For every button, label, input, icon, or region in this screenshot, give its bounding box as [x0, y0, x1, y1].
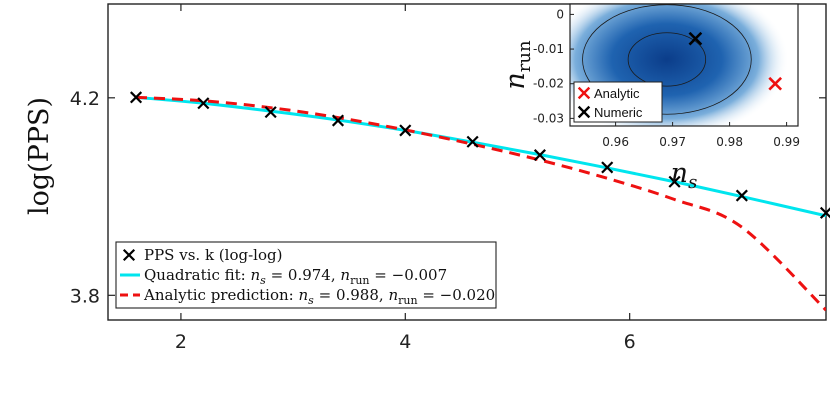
legend-math-sub-s: s — [308, 294, 314, 307]
legend-math-comma: , — [331, 266, 341, 284]
data-point-pps-stroke-b — [533, 149, 546, 162]
inset-legend-marker-analytic — [577, 86, 591, 100]
inset-legend-entry-analytic: Analytic — [594, 86, 640, 101]
main-x-tick-label: 4 — [399, 331, 411, 353]
data-point-pps — [533, 149, 546, 162]
inset-point-analytic — [768, 76, 783, 91]
data-point-pps — [466, 135, 479, 148]
legend-math-sub-run: run — [398, 294, 417, 307]
data-point-pps-stroke-b — [331, 114, 345, 127]
inset-x-tick-label: 0.97 — [659, 135, 686, 149]
data-point-pps-stroke-b — [735, 189, 748, 202]
data-point-pps-stroke-b — [264, 106, 277, 119]
data-point-pps — [264, 106, 277, 119]
inset-y-tick-label: -0.02 — [533, 77, 564, 91]
inset-legend-entry-numeric: Numeric — [594, 105, 643, 120]
legend-ns-value: 0.974 — [288, 266, 331, 284]
inset-y-axis-label-base: n — [500, 72, 531, 89]
data-point-pps — [331, 114, 345, 127]
inset-contour-inner — [627, 32, 707, 87]
main-y-axis-label: log(PPS) — [24, 97, 55, 215]
legend-marker-pps-stroke-b — [122, 248, 136, 262]
inset-x-tick-label: 0.98 — [716, 135, 743, 149]
main-legend-box — [115, 241, 497, 309]
legend-math-eq: = — [314, 286, 336, 304]
inset-x-axis-label-sub: s — [688, 172, 697, 193]
inset-x-axis-label: ns — [671, 158, 698, 193]
legend-entry-prefix: Analytic prediction: — [143, 286, 299, 304]
main-x-tick-label: 2 — [175, 331, 187, 353]
inset-legend-marker-numeric-stroke-b — [577, 105, 591, 119]
inset-point-numeric-stroke-b — [688, 31, 703, 46]
legend-entry-prefix: Quadratic fit: — [144, 266, 250, 284]
legend-math-eq2: = — [370, 266, 392, 284]
legend-entry-pps: PPS vs. k (log-log) — [144, 246, 282, 264]
inset-legend-marker-analytic-stroke-b — [577, 86, 591, 100]
legend-math-sub-run: run — [350, 274, 369, 287]
legend-marker-pps — [122, 248, 136, 262]
data-point-pps — [819, 206, 830, 219]
data-point-pps — [601, 161, 614, 174]
data-point-pps — [399, 124, 412, 137]
inset-y-tick-label: 0 — [556, 7, 564, 21]
legend-entry-quadratic-fit: Quadratic fit: ns = 0.974, nrun = −0.007 — [144, 266, 447, 287]
data-point-pps — [735, 189, 748, 202]
inset-x-axis-label-base: n — [671, 158, 688, 189]
inset-point-numeric — [688, 31, 703, 46]
data-point-pps-stroke-b — [668, 175, 681, 188]
legend-ns-value: 0.988 — [336, 286, 379, 304]
data-point-pps-stroke-b — [819, 207, 830, 219]
data-point-pps — [668, 175, 681, 188]
inset-plot: 0.96 0.97 0.98 0.990-0.01-0.02-0.03nsnrunAn… — [500, 3, 800, 193]
legend-nrun-value: −0.007 — [392, 266, 448, 284]
legend-math-comma: , — [379, 286, 389, 304]
inset-y-axis-label-sub: run — [514, 40, 535, 72]
series-analytic-prediction-line — [135, 95, 826, 312]
legend-entry-analytic-prediction: Analytic prediction: ns = 0.988, nrun = … — [143, 286, 495, 307]
legend-math-eq2: = — [418, 286, 440, 304]
legend-math-n: n — [250, 266, 260, 284]
inset-y-axis-label: nrun — [500, 40, 535, 90]
data-point-pps-stroke-b — [399, 124, 412, 137]
main-y-tick-label: 3.8 — [70, 285, 100, 307]
legend-nrun-value: −0.020 — [440, 286, 496, 304]
data-point-pps-stroke-b — [601, 161, 614, 174]
data-point-pps — [129, 91, 143, 104]
inset-y-tick-label: -0.01 — [533, 42, 564, 56]
data-point-pps-stroke-b — [197, 97, 210, 110]
data-point-pps — [197, 97, 210, 110]
inset-frame — [569, 3, 799, 127]
legend-math-sub-s: s — [260, 274, 266, 287]
data-point-pps-stroke-b — [129, 91, 143, 104]
main-x-tick-label: 6 — [624, 331, 636, 353]
inset-y-tick-label: -0.03 — [533, 111, 564, 125]
legend-math-n: n — [299, 286, 309, 304]
data-point-pps-stroke-b — [466, 135, 479, 148]
inset-x-tick-label: 0.96 — [602, 135, 629, 149]
legend-math-n2: n — [388, 286, 398, 304]
main-y-tick-label: 4.2 — [70, 88, 100, 110]
legend-math-eq: = — [266, 266, 288, 284]
inset-legend-marker-numeric — [577, 105, 591, 119]
inset-contour-outer — [582, 4, 752, 115]
inset-point-analytic-stroke-b — [768, 76, 783, 91]
inset-x-tick-label: 0.99 — [773, 135, 800, 149]
legend-math-n2: n — [340, 266, 350, 284]
